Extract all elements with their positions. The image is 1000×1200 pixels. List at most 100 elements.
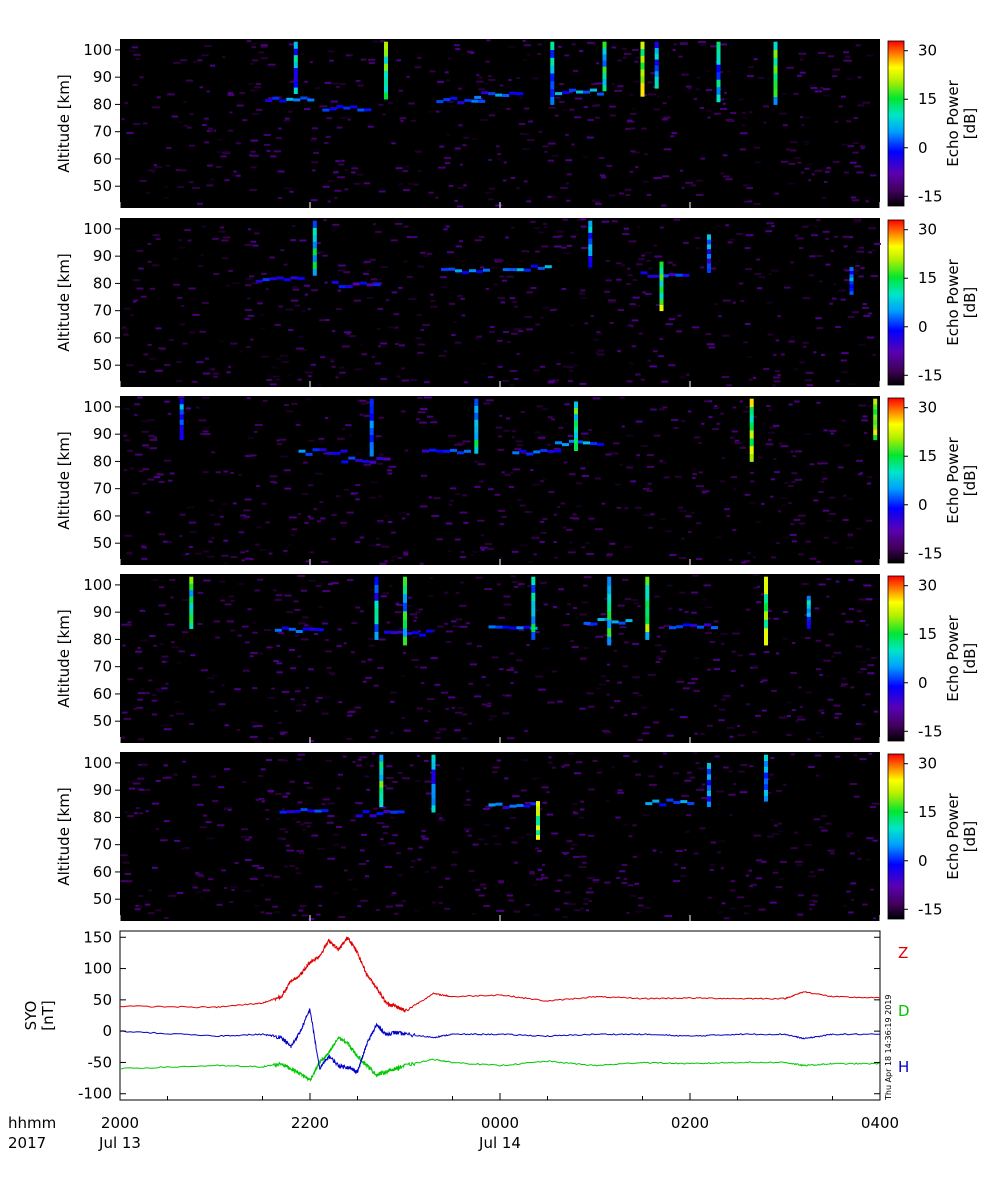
noise-cell: [244, 318, 250, 320]
noise-cell: [528, 120, 533, 123]
noise-cell: [351, 171, 356, 174]
noise-cell: [348, 878, 353, 881]
noise-cell: [426, 252, 433, 255]
echo-column-cell: [574, 426, 578, 433]
noise-cell: [783, 637, 788, 640]
noise-cell: [506, 669, 514, 671]
noise-cell: [722, 102, 726, 105]
echo-column-cell: [384, 48, 388, 57]
noise-cell: [152, 694, 157, 696]
echo-column-cell: [602, 66, 607, 73]
noise-cell: [143, 353, 149, 356]
noise-cell: [569, 351, 574, 354]
noise-cell: [708, 346, 716, 349]
echo-layer-cell: [711, 626, 718, 630]
noise-cell: [391, 892, 397, 895]
noise-cell: [447, 550, 452, 553]
noise-cell: [411, 659, 419, 661]
echo-column-cell: [189, 589, 194, 597]
noise-cell: [427, 710, 431, 713]
noise-cell: [178, 246, 186, 249]
noise-cell: [197, 623, 203, 625]
noise-cell: [390, 731, 394, 734]
noise-cell: [458, 87, 462, 90]
noise-cell: [247, 228, 252, 231]
noise-cell: [246, 397, 251, 400]
noise-cell: [498, 435, 502, 438]
noise-cell: [816, 219, 821, 222]
noise-cell: [297, 575, 306, 577]
echo-layer-cell: [352, 282, 360, 286]
noise-cell: [539, 520, 545, 523]
noise-cell: [337, 269, 346, 272]
noise-cell: [755, 601, 762, 604]
noise-cell: [766, 222, 774, 225]
y-axis-label: Altitude [km]: [55, 609, 73, 707]
noise-cell: [425, 792, 433, 795]
noise-cell: [468, 683, 474, 685]
noise-cell: [336, 645, 342, 648]
noise-cell: [730, 476, 738, 478]
noise-cell: [221, 239, 229, 242]
echo-column-cell: [654, 76, 659, 83]
noise-cell: [142, 444, 146, 447]
noise-cell: [430, 293, 434, 296]
colorbar: [887, 397, 905, 564]
colorbar-label: [dB]: [961, 465, 979, 497]
noise-cell: [255, 108, 263, 111]
noise-cell: [415, 418, 420, 421]
noise-cell: [841, 683, 848, 686]
noise-cell: [744, 199, 749, 202]
noise-cell: [218, 703, 226, 706]
noise-cell: [748, 378, 753, 381]
noise-cell: [595, 477, 601, 480]
noise-cell: [795, 720, 799, 723]
noise-cell: [330, 229, 337, 232]
noise-cell: [336, 82, 341, 85]
noise-cell: [305, 279, 312, 282]
noise-cell: [707, 724, 713, 727]
noise-cell: [748, 501, 757, 504]
noise-cell: [587, 41, 595, 44]
noise-cell: [210, 709, 217, 712]
noise-cell: [621, 425, 625, 428]
noise-cell: [616, 278, 622, 281]
noise-cell: [847, 145, 855, 148]
noise-cell: [511, 332, 518, 335]
noise-cell: [846, 890, 851, 893]
colorbar-tick-label: 30: [918, 42, 937, 60]
noise-cell: [167, 623, 175, 626]
echo-column-cell: [707, 762, 711, 769]
noise-cell: [124, 873, 132, 875]
noise-cell: [702, 490, 710, 493]
noise-cell: [632, 855, 638, 858]
noise-cell: [536, 405, 543, 408]
noise-cell: [341, 428, 346, 430]
noise-cell: [595, 635, 603, 638]
noise-cell: [853, 220, 862, 223]
noise-cell: [141, 430, 150, 433]
noise-cell: [325, 759, 333, 762]
noise-cell: [729, 436, 735, 439]
noise-cell: [285, 844, 291, 847]
noise-cell: [849, 161, 857, 164]
echo-layer-cell: [455, 269, 462, 273]
echo-column-cell: [707, 795, 711, 802]
noise-cell: [794, 478, 803, 481]
noise-cell: [244, 859, 252, 861]
noise-cell: [430, 421, 438, 424]
noise-cell: [254, 424, 263, 426]
noise-cell: [678, 608, 683, 611]
noise-cell: [261, 502, 267, 505]
noise-cell: [610, 452, 619, 455]
noise-cell: [455, 48, 461, 51]
noise-cell: [709, 400, 713, 403]
noise-cell: [644, 153, 648, 156]
y-tick-label: 100: [83, 398, 112, 416]
noise-cell: [471, 879, 477, 882]
noise-cell: [623, 227, 630, 230]
noise-cell: [773, 353, 777, 356]
echo-column-cell: [849, 290, 854, 295]
noise-cell: [472, 843, 479, 846]
noise-cell: [646, 489, 653, 492]
